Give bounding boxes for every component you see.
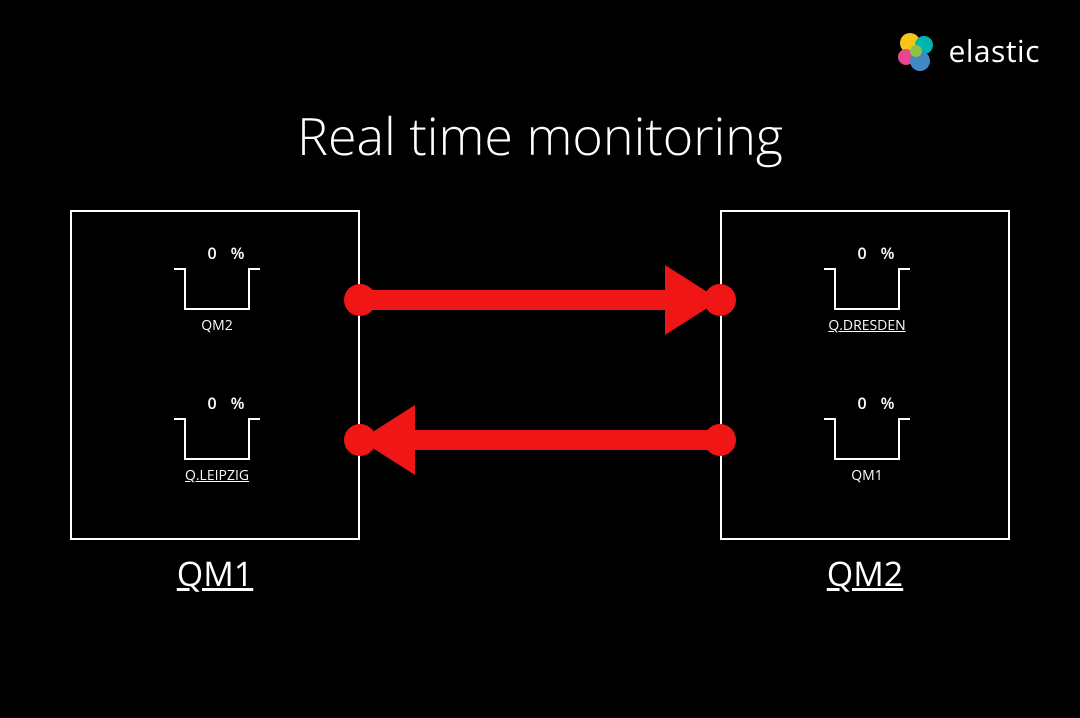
brand-logo: elastic [894,30,1040,71]
queue-unit: % [881,242,895,264]
elastic-logo-icon [894,31,938,71]
queue-reading: 0% [157,242,277,264]
queue-qm1: 0% QM1 [807,392,927,485]
queue-reading: 0% [157,392,277,414]
queue-reading: 0% [807,392,927,414]
queue-value: 0 [858,242,867,264]
queue-reading: 0% [807,242,927,264]
arrow-qm1-to-qm2 [344,265,736,335]
queue-value: 0 [858,392,867,414]
queue-name: Q.DRESDEN [807,316,927,335]
queue-unit: % [231,242,245,264]
panel-qm2: 0% Q.DRESDEN 0% QM1 [720,210,1010,540]
queue-value: 0 [208,392,217,414]
slide-title: Real time monitoring [0,100,1080,171]
queue-q-dresden: 0% Q.DRESDEN [807,242,927,335]
queue-name: Q.LEIPZIG [157,466,277,485]
queue-name: QM1 [807,466,927,485]
panel-label-qm1: QM1 [70,550,360,596]
panel-qm1: 0% QM2 0% Q.LEIPZIG [70,210,360,540]
slide-stage: elastic Real time monitoring 0% QM2 0% Q.LE… [0,0,1080,718]
queue-q-leipzig: 0% Q.LEIPZIG [157,392,277,485]
queue-qm2: 0% QM2 [157,242,277,335]
queue-unit: % [231,392,245,414]
panel-label-qm2: QM2 [720,550,1010,596]
queue-value: 0 [208,242,217,264]
arrow-qm2-to-qm1 [344,405,736,475]
brand-name: elastic [948,30,1040,71]
queue-name: QM2 [157,316,277,335]
queue-unit: % [881,392,895,414]
